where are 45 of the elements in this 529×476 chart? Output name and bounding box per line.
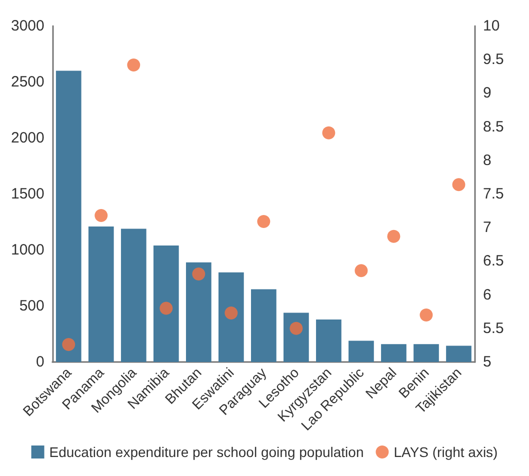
y2-tick-label: 8 [483,152,492,169]
bar [381,344,406,362]
bar [251,289,276,362]
bar [120,228,146,362]
point [224,306,238,320]
y2-tick-label: 6 [483,286,492,304]
y2-tick-label: 8.5 [483,118,504,136]
bar [414,344,439,362]
y2-tick-label: 9.5 [483,51,504,68]
point [354,264,368,278]
bar [218,272,244,362]
bar [316,319,342,362]
point [257,215,270,228]
point [62,338,76,352]
legend-label: LAYS (right axis) [394,444,498,460]
point [160,302,173,315]
y-tick-label: 3000 [10,18,44,34]
y2-tick-label: 5.5 [483,320,504,337]
y2-tick-label: 10 [483,18,500,34]
point [290,322,303,335]
bar [186,262,212,362]
y2-tick-label: 6.5 [483,252,504,270]
point [322,126,336,140]
y-tick-label: 1500 [10,186,44,202]
bar [446,346,472,362]
y2-tick-label: 7.5 [483,186,504,202]
bar [56,70,82,362]
bar [348,340,374,362]
point [192,267,206,280]
point [94,209,108,222]
y-tick-label: 1000 [10,242,44,258]
y-tick-label: 0 [36,354,44,370]
y-tick-label: 2000 [10,130,44,146]
y-tick-label: 500 [19,298,44,314]
y-tick-label: 2500 [10,74,44,90]
y2-tick-label: 7 [483,219,492,236]
bar [153,246,179,362]
bar [88,226,114,362]
point [127,58,140,72]
y2-tick-label: 9 [483,84,492,102]
point [420,308,433,322]
y2-tick-label: 5 [483,354,492,370]
point [452,178,466,192]
point [387,230,400,243]
legend-label: Education expenditure per school going population [49,444,364,460]
